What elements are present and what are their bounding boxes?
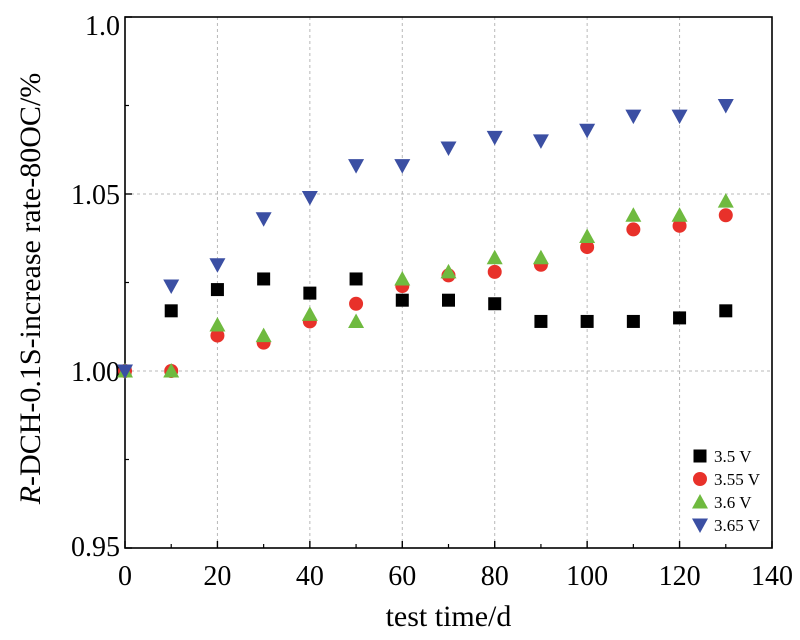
- point-3-5-v: [719, 304, 733, 318]
- point-3-65-v: [532, 134, 549, 149]
- point-3-65-v: [625, 109, 642, 125]
- point-3-5-v: [257, 272, 271, 286]
- x-tick-label: 140: [751, 561, 793, 592]
- point-3-5-v: [673, 311, 687, 325]
- point-3-6-v: [163, 363, 180, 378]
- x-tick-label: 120: [659, 561, 701, 592]
- point-3-65-v: [486, 130, 503, 146]
- point-3-65-v: [717, 99, 734, 114]
- plot-frame: [124, 16, 773, 549]
- legend-marker: [692, 518, 708, 533]
- point-3-5-v: [580, 314, 594, 328]
- point-3-65-v: [117, 364, 133, 379]
- legend-label: 3.6 V: [714, 493, 752, 512]
- y-tick-label: 1.00: [71, 357, 120, 388]
- point-3-65-v: [209, 258, 226, 273]
- point-3-6-v: [532, 249, 549, 265]
- x-axis-title: test time/d: [386, 600, 512, 633]
- point-3-65-v: [671, 109, 688, 125]
- legend-marker: [692, 494, 708, 509]
- point-3-55-v: [487, 264, 502, 279]
- point-3-6-v: [717, 193, 734, 208]
- x-tick-label: 100: [566, 561, 608, 592]
- point-3-65-v: [348, 159, 365, 174]
- legend-marker: [693, 449, 707, 463]
- legend-label: 3.5 V: [714, 447, 752, 466]
- point-3-55-v: [626, 222, 641, 237]
- point-3-5-v: [626, 314, 640, 328]
- point-3-5-v: [395, 293, 409, 307]
- x-tick-label: 20: [203, 561, 231, 592]
- point-3-6-v: [486, 249, 503, 265]
- point-3-55-v: [580, 240, 595, 255]
- axis-labels: test time/d R-DCH-0.1S-increase rate-80OC…: [14, 73, 511, 633]
- y-axis-title-italic: R: [14, 486, 47, 505]
- axes: 0 20 40 60 80 100 120 140 0.95 1.00 1.05 1.0: [71, 11, 793, 592]
- point-3-65-v: [579, 123, 596, 139]
- point-3-5-v: [349, 272, 363, 286]
- point-3-5-v: [164, 304, 178, 318]
- point-3-5-v: [210, 283, 224, 297]
- point-3-6-v: [301, 306, 318, 321]
- point-3-55-v: [718, 208, 733, 223]
- data-points: [117, 99, 734, 379]
- point-3-6-v: [394, 270, 411, 286]
- point-3-6-v: [625, 207, 642, 222]
- y-tick-label: 1.0: [85, 11, 120, 42]
- point-3-5-v: [488, 297, 502, 311]
- point-3-55-v: [349, 296, 364, 311]
- point-3-5-v: [534, 314, 548, 328]
- point-3-55-v: [210, 328, 225, 343]
- legend-label: 3.65 V: [714, 516, 761, 535]
- point-3-6-v: [579, 228, 596, 243]
- legend: 3.5 V 3.55 V 3.6 V 3.65 V: [692, 447, 761, 535]
- x-tick-label: 40: [296, 561, 324, 592]
- legend-marker: [693, 472, 707, 486]
- y-axis-title: R-DCH-0.1S-increase rate-80OC/%: [14, 73, 47, 506]
- y-tick-label: 1.05: [71, 180, 120, 211]
- y-axis-title-rest: -DCH-0.1S-increase rate-80OC/%: [14, 73, 47, 486]
- point-3-65-v: [394, 159, 411, 174]
- point-3-6-v: [348, 313, 365, 328]
- point-3-6-v: [209, 316, 226, 332]
- point-3-6-v: [255, 327, 272, 343]
- legend-label: 3.55 V: [714, 470, 761, 489]
- x-tick-label: 60: [388, 561, 416, 592]
- y-tick-label: 0.95: [71, 532, 120, 563]
- point-3-6-v: [440, 263, 457, 279]
- x-tick-label: 0: [118, 561, 132, 592]
- point-3-65-v: [301, 191, 318, 206]
- point-3-6-v: [671, 207, 688, 222]
- point-3-65-v: [163, 279, 180, 295]
- point-3-55-v: [672, 218, 687, 233]
- point-3-65-v: [255, 212, 272, 227]
- grid-lines: [125, 17, 772, 548]
- point-3-5-v: [303, 286, 317, 300]
- x-tick-label: 80: [481, 561, 509, 592]
- point-3-5-v: [442, 293, 455, 307]
- point-3-65-v: [440, 141, 457, 156]
